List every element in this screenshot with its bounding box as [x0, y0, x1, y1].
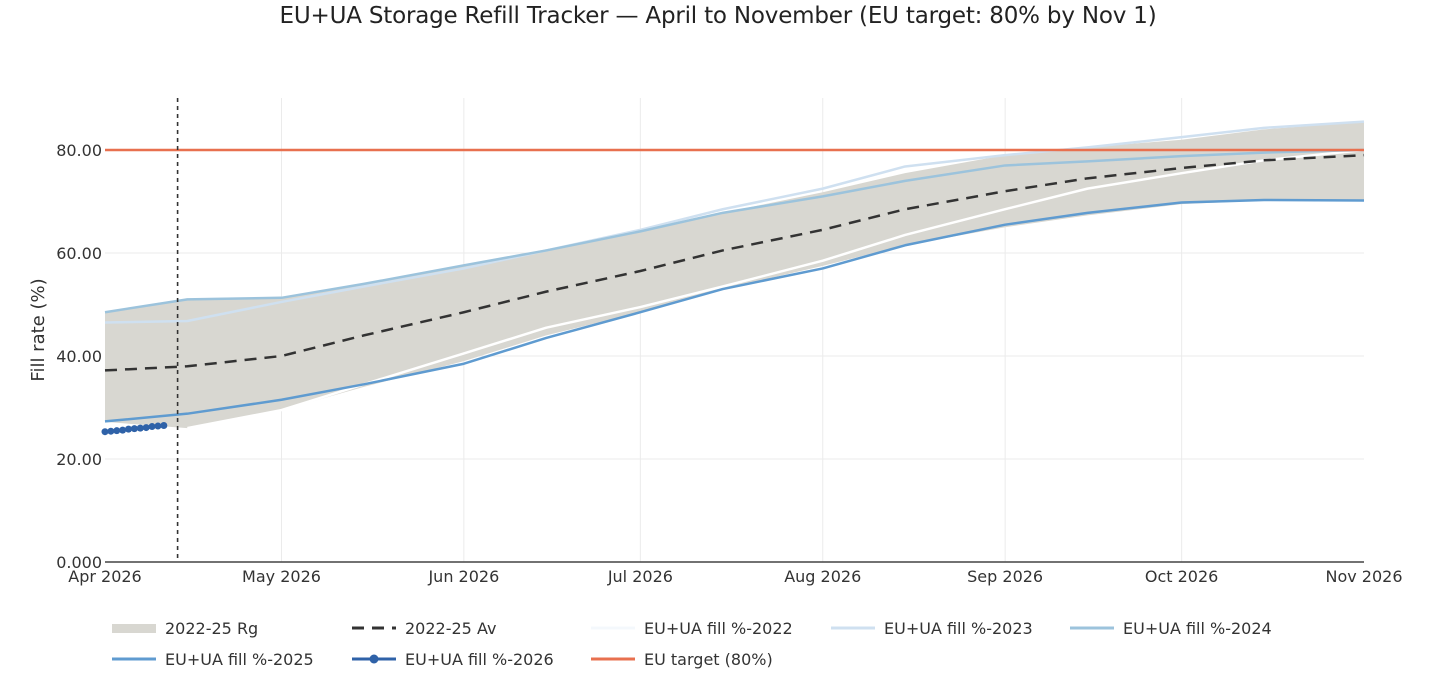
x-tick-label: Aug 2026	[784, 567, 861, 586]
x-tick-label: May 2026	[242, 567, 321, 586]
legend-label: EU+UA fill %-2022	[644, 618, 793, 638]
legend-item-2025[interactable]: EU+UA fill %-2025	[112, 647, 314, 671]
series-2026-marker[interactable]	[142, 424, 150, 432]
series-2026-marker[interactable]	[148, 423, 156, 431]
legend-label: EU+UA fill %-2023	[884, 618, 1033, 638]
x-axis-ticks: Apr 2026 May 2026 Jun 2026 Jul 2026 Aug 2026…	[68, 567, 1402, 586]
x-tick-label: Nov 2026	[1325, 567, 1402, 586]
series-2026-marker[interactable]	[119, 426, 127, 434]
average-dashed-line	[104, 153, 1365, 372]
line-swatch-icon	[591, 657, 635, 661]
series-2026-marker[interactable]	[107, 427, 115, 435]
y-tick-label: 20.00	[56, 450, 102, 469]
x-tick-label: Apr 2026	[68, 567, 141, 586]
legend-item-range[interactable]: 2022-25 Rg	[112, 616, 258, 640]
series-2022-line	[187, 148, 1365, 430]
legend-label: EU target (80%)	[644, 649, 773, 669]
series-2025-line	[104, 198, 1365, 423]
legend-label: 2022-25 Av	[405, 618, 497, 638]
legend-item-target[interactable]: EU target (80%)	[591, 647, 773, 671]
dashed-line-icon	[352, 626, 396, 630]
series-2023-line	[104, 120, 1365, 324]
line-marker-icon	[352, 654, 396, 664]
series-2024-line	[104, 148, 1365, 314]
x-tick-label: Oct 2026	[1145, 567, 1218, 586]
series-2026-marker[interactable]	[101, 428, 109, 436]
line-swatch-icon	[831, 626, 875, 630]
series-lines	[101, 98, 1365, 562]
series-2026-marker[interactable]	[154, 422, 162, 430]
series-2026-marker[interactable]	[113, 427, 121, 435]
series-2026-marker[interactable]	[125, 425, 133, 433]
legend-label: 2022-25 Rg	[165, 618, 259, 638]
legend-label: EU+UA fill %-2025	[165, 649, 314, 669]
line-swatch-icon	[112, 657, 156, 661]
range-swatch-icon	[112, 624, 156, 633]
legend-item-2024[interactable]: EU+UA fill %-2024	[1070, 616, 1272, 640]
legend-item-2023[interactable]: EU+UA fill %-2023	[831, 616, 1033, 640]
legend-label: EU+UA fill %-2026	[405, 649, 554, 669]
y-axis-ticks: 0.000 20.00 40.00 60.00 80.00	[56, 141, 102, 572]
legend-item-2026[interactable]: EU+UA fill %-2026	[352, 647, 554, 671]
y-tick-label: 60.00	[56, 244, 102, 263]
legend-item-2022[interactable]: EU+UA fill %-2022	[591, 616, 793, 640]
series-2026-marker[interactable]	[136, 424, 144, 432]
x-tick-label: Sep 2026	[967, 567, 1043, 586]
series-2026-marker[interactable]	[160, 422, 168, 430]
line-swatch-icon	[1070, 626, 1114, 630]
chart-title: EU+UA Storage Refill Tracker — April to …	[279, 3, 1157, 29]
legend-label: EU+UA fill %-2024	[1123, 618, 1272, 638]
x-tick-label: Jun 2026	[427, 567, 499, 586]
series-2026-marker[interactable]	[130, 425, 138, 433]
y-axis-label: Fill rate (%)	[28, 278, 49, 381]
legend-item-average[interactable]: 2022-25 Av	[352, 616, 496, 640]
y-tick-label: 40.00	[56, 347, 102, 366]
x-tick-label: Jul 2026	[607, 567, 673, 586]
y-tick-label: 80.00	[56, 141, 102, 160]
line-swatch-icon	[591, 626, 635, 630]
y-tick-label: 0.000	[56, 553, 102, 572]
